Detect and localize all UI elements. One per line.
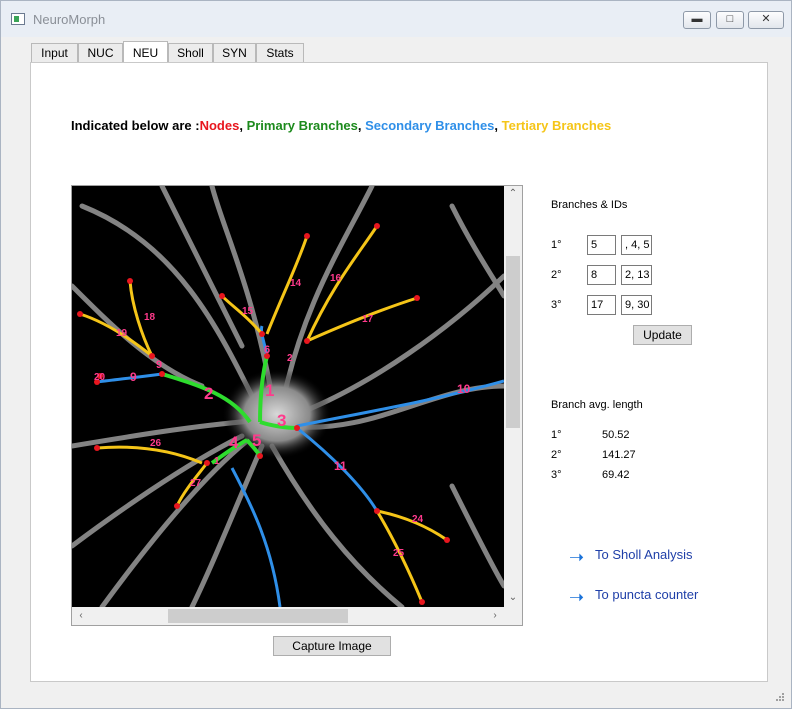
branch-label: 27 (190, 478, 202, 489)
branches-ids-title: Branches & IDs (551, 199, 628, 211)
branch-label: 17 (362, 314, 374, 325)
right-arrow-icon[interactable]: ➝ (569, 547, 585, 567)
maximize-button[interactable]: □ (716, 11, 744, 29)
close-icon: ✕ (761, 13, 771, 25)
horizontal-scroll-thumb[interactable] (168, 609, 348, 623)
tab-input[interactable]: Input (31, 43, 78, 63)
maximize-icon: □ (726, 13, 734, 25)
tab-syn[interactable]: SYN (213, 43, 256, 63)
branch-label: 25 (393, 548, 405, 559)
to-sholl-analysis-link[interactable]: To Sholl Analysis (595, 547, 693, 562)
window-title: NeuroMorph (33, 12, 106, 27)
vertical-scrollbar[interactable]: ⌃ ⌄ (504, 186, 522, 607)
branch-label: 9 (130, 370, 137, 384)
scroll-right-icon[interactable]: › (493, 610, 497, 621)
branch-label: 24 (412, 514, 424, 525)
avg-label-tertiary: 3° (551, 469, 562, 481)
minimize-button[interactable]: ▬ (683, 11, 711, 29)
image-viewer[interactable]: 1 2 3 4 5 6 9 11 14 15 16 17 18 19 (71, 185, 523, 626)
neuron-image: 1 2 3 4 5 6 9 11 14 15 16 17 18 19 (72, 186, 504, 607)
legend-secondary-branches: Secondary Branches (365, 118, 495, 133)
row-label-tertiary: 3° (551, 299, 562, 311)
scroll-left-icon[interactable]: ‹ (79, 610, 83, 621)
right-arrow-icon[interactable]: ➝ (569, 587, 585, 607)
update-button[interactable]: Update (633, 325, 692, 345)
branch-label: 4 (229, 433, 239, 452)
branch-label: 5 (252, 431, 261, 450)
neuron-trace-overlay: 1 2 3 4 5 6 9 11 14 15 16 17 18 19 (72, 186, 504, 607)
title-bar: NeuroMorph ▬ □ ✕ (1, 1, 791, 37)
to-puncta-counter-link[interactable]: To puncta counter (595, 587, 699, 602)
avg-label-primary: 1° (551, 429, 562, 441)
scroll-down-icon[interactable]: ⌄ (508, 592, 518, 603)
legend-separator: , (494, 118, 502, 133)
branch-label: 10 (457, 382, 471, 396)
primary-ids-field[interactable]: , 4, 5 (621, 235, 652, 255)
avg-value-secondary: 141.27 (602, 449, 636, 461)
row-label-secondary: 2° (551, 269, 562, 281)
branch-label: 9 (156, 359, 162, 371)
secondary-ids-field[interactable]: 2, 13 (621, 265, 652, 285)
avg-value-tertiary: 69.42 (602, 469, 630, 481)
branch-label: 3 (277, 411, 286, 430)
resize-grip-icon[interactable] (775, 692, 785, 702)
app-icon (11, 13, 25, 25)
legend-primary-branches: Primary Branches (246, 118, 358, 133)
avg-value-primary: 50.52 (602, 429, 630, 441)
scroll-up-icon[interactable]: ⌃ (508, 188, 518, 199)
soma (222, 369, 332, 459)
primary-count-field[interactable]: 5 (587, 235, 616, 255)
horizontal-scrollbar[interactable]: ‹ › (72, 607, 504, 625)
branch-label: 1 (214, 456, 220, 467)
branch-label: 26 (150, 438, 162, 449)
legend-separator: , (357, 118, 366, 133)
branch-label: 18 (144, 312, 156, 323)
branch-label: 6 (264, 344, 270, 356)
capture-image-button[interactable]: Capture Image (273, 636, 391, 656)
row-label-primary: 1° (551, 239, 562, 251)
tab-sholl[interactable]: Sholl (168, 43, 213, 63)
branch-label: 14 (290, 278, 302, 289)
tertiary-count-field[interactable]: 17 (587, 295, 616, 315)
avg-length-title: Branch avg. length (551, 399, 643, 411)
branch-label: 16 (330, 273, 342, 284)
branch-label: 2 (204, 384, 213, 403)
tab-stats[interactable]: Stats (256, 43, 304, 63)
tab-nuc[interactable]: NUC (78, 43, 123, 63)
neu-panel: Indicated below are :Nodes, Primary Bran… (30, 62, 768, 682)
legend: Indicated below are :Nodes, Primary Bran… (71, 118, 611, 133)
legend-tertiary-branches: Tertiary Branches (501, 118, 612, 133)
branch-label: 15 (242, 306, 254, 317)
legend-nodes: Nodes (199, 118, 240, 133)
avg-label-secondary: 2° (551, 449, 562, 461)
secondary-count-field[interactable]: 8 (587, 265, 616, 285)
vertical-scroll-thumb[interactable] (506, 256, 520, 428)
close-button[interactable]: ✕ (748, 11, 784, 29)
branch-label: 19 (116, 328, 128, 339)
branch-label: 2 (287, 353, 293, 364)
minimize-icon: ▬ (691, 13, 703, 25)
legend-separator: , (239, 118, 247, 133)
tertiary-ids-field[interactable]: 9, 30 (621, 295, 652, 315)
branch-label: 1 (265, 381, 274, 400)
tab-neu[interactable]: NEU (123, 41, 168, 63)
branch-label: 11 (334, 459, 347, 473)
legend-prefix: Indicated below are : (71, 118, 200, 133)
branch-label: 20 (94, 372, 106, 383)
